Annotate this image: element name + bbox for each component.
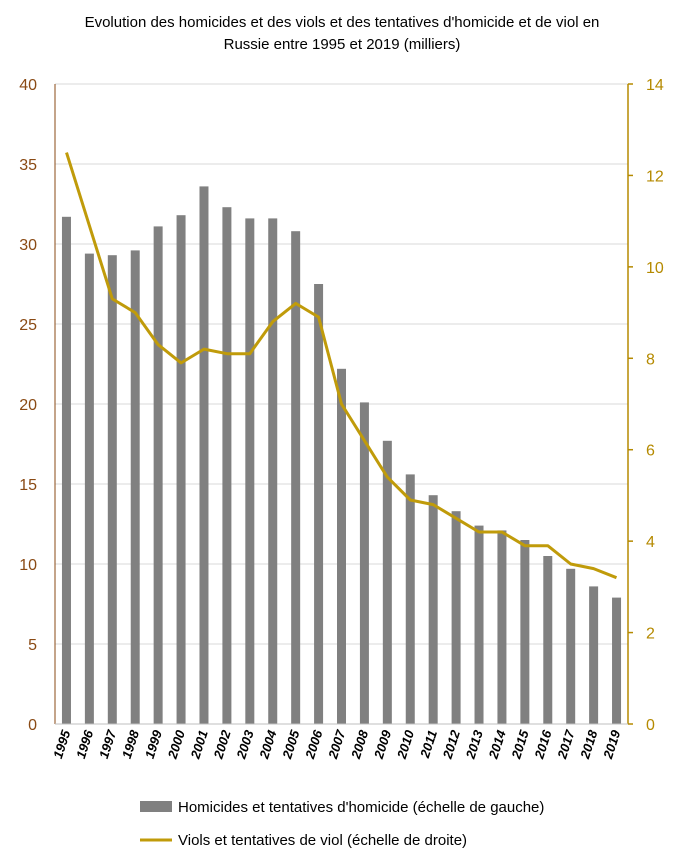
right-tick-label: 10 xyxy=(646,260,664,277)
bar-2018 xyxy=(589,586,599,724)
right-tick-label: 6 xyxy=(646,443,655,460)
line-series xyxy=(65,152,618,580)
bar-2008 xyxy=(359,402,369,724)
bar-2000 xyxy=(176,215,186,724)
right-tick-label: 8 xyxy=(646,351,655,368)
left-tick-label: 15 xyxy=(19,477,37,494)
left-tick-label: 10 xyxy=(19,557,37,574)
left-tick-label: 30 xyxy=(19,237,37,254)
bar-2001 xyxy=(199,186,209,724)
bar-2011 xyxy=(428,495,438,724)
legend-label-viols: Viols et tentatives de viol (échelle de … xyxy=(178,832,467,849)
bar-2017 xyxy=(566,568,576,724)
right-tick-label: 12 xyxy=(646,168,664,185)
bar-2003 xyxy=(245,218,255,724)
axes xyxy=(54,84,629,725)
bar-1998 xyxy=(130,250,140,724)
line-viols xyxy=(65,152,618,580)
legend-label-homicides: Homicides et tentatives d'homicide (éche… xyxy=(178,799,544,816)
right-tick-label: 0 xyxy=(646,717,655,734)
left-tick-label: 20 xyxy=(19,397,37,414)
left-tick-label: 40 xyxy=(19,77,37,94)
bar-2019 xyxy=(612,597,622,724)
legend: Homicides et tentatives d'homicide (éche… xyxy=(140,799,544,849)
left-tick-label: 5 xyxy=(28,637,37,654)
right-tick-label: 4 xyxy=(646,534,655,551)
bar-2009 xyxy=(382,440,392,724)
bar-1999 xyxy=(153,226,163,724)
bar-2006 xyxy=(314,284,324,724)
bar-2002 xyxy=(222,207,232,724)
bar-2013 xyxy=(474,525,484,724)
left-tick-label: 35 xyxy=(19,157,37,174)
bar-2015 xyxy=(520,540,530,724)
chart-title-line-2: Russie entre 1995 et 2019 (milliers) xyxy=(224,36,461,53)
bar-2005 xyxy=(291,231,301,724)
bar-1997 xyxy=(107,255,117,724)
bar-1996 xyxy=(84,253,94,724)
chart-title-line-1: Evolution des homicides et des viols et … xyxy=(85,14,600,31)
bar-2010 xyxy=(405,474,415,724)
bar-series xyxy=(61,186,622,725)
bar-2014 xyxy=(497,530,507,724)
right-axis-ticks: 0 2 4 6 8 10 12 14 xyxy=(628,77,664,734)
right-tick-label: 14 xyxy=(646,77,664,94)
left-tick-label: 0 xyxy=(28,717,37,734)
bar-2016 xyxy=(543,556,553,724)
bar-2007 xyxy=(337,368,346,724)
right-tick-label: 2 xyxy=(646,626,655,643)
bar-1995 xyxy=(61,216,71,725)
bar-2004 xyxy=(268,218,278,724)
left-axis-ticks: 0 5 10 15 20 25 30 35 40 xyxy=(19,77,37,734)
legend-swatch-homicides xyxy=(140,801,172,812)
bar-2012 xyxy=(451,511,461,724)
left-tick-label: 25 xyxy=(19,317,37,334)
